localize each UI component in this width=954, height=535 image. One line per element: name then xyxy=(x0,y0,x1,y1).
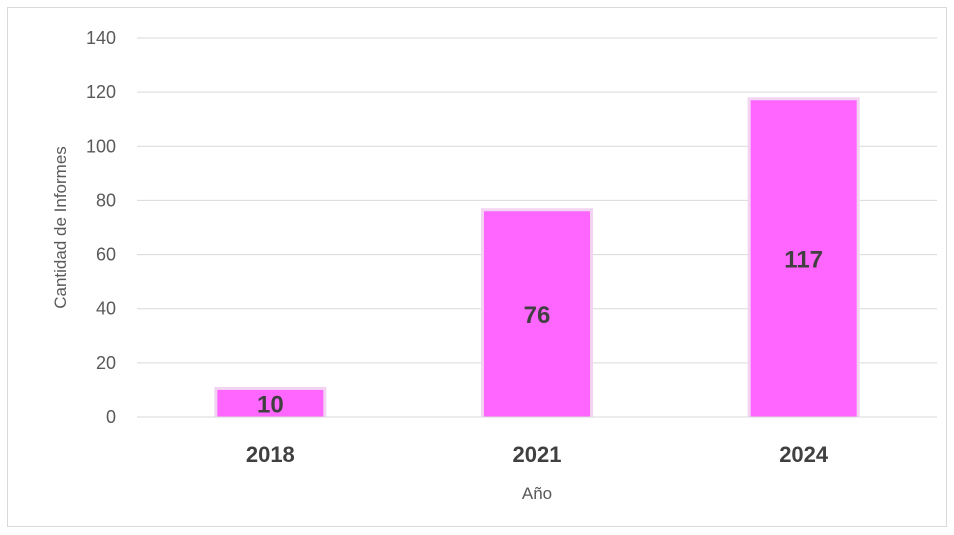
x-tick-label: 2018 xyxy=(246,442,295,467)
y-tick-label: 60 xyxy=(96,245,116,265)
x-tick-label: 2021 xyxy=(513,442,562,467)
x-tick-label: 2024 xyxy=(779,442,829,467)
bar-2024 xyxy=(750,100,857,417)
y-tick-label: 80 xyxy=(96,190,116,210)
bar-2021 xyxy=(484,211,590,417)
x-tick-labels: 2018 2021 2024 xyxy=(246,442,829,467)
y-tick-label: 100 xyxy=(86,136,116,156)
y-tick-label: 140 xyxy=(86,28,116,48)
bars xyxy=(214,97,860,417)
y-tick-labels: 0 20 40 60 80 100 120 140 xyxy=(86,28,116,427)
x-axis-title: Año xyxy=(522,484,552,503)
data-labels: 10 76 117 xyxy=(257,247,823,419)
y-tick-label: 40 xyxy=(96,299,116,319)
data-label: 10 xyxy=(257,391,284,418)
bar-2018 xyxy=(217,389,324,417)
y-axis-title: Cantidad de Informes xyxy=(51,146,70,309)
data-label: 117 xyxy=(784,247,823,274)
data-label: 76 xyxy=(524,302,551,329)
y-tick-label: 20 xyxy=(96,353,116,373)
y-tick-label: 120 xyxy=(86,82,116,102)
y-tick-label: 0 xyxy=(106,407,116,427)
